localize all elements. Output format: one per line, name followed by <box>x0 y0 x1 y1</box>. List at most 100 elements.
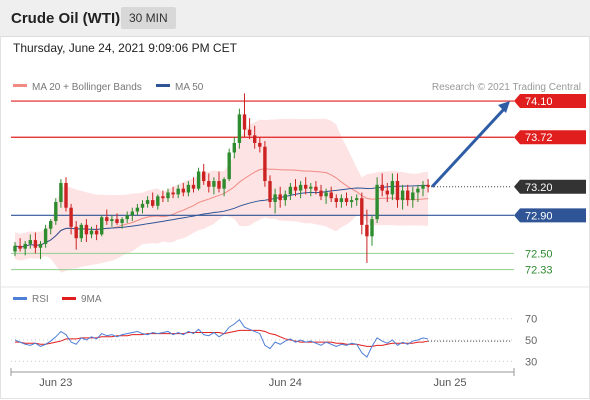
candle-body <box>145 200 150 204</box>
candle-body <box>283 194 287 201</box>
legend-label-0: MA 20 + Bollinger Bands <box>32 82 142 93</box>
level-tag-73.20 <box>514 179 586 194</box>
candle-body <box>365 224 369 237</box>
candle-body <box>380 184 384 191</box>
level-label-72.50: 72.50 <box>525 248 553 260</box>
candle-body <box>339 198 344 202</box>
candle-body <box>242 114 247 130</box>
x-tick-Jun-25: Jun 25 <box>433 377 466 389</box>
level-label-73.20: 73.20 <box>525 182 553 194</box>
candle-body <box>411 192 415 201</box>
candle-body <box>69 207 73 227</box>
level-label-72.90: 72.90 <box>525 210 553 222</box>
rsi-ma-line <box>15 329 429 347</box>
level-label-74.10: 74.10 <box>525 96 553 108</box>
candle-body <box>309 186 313 189</box>
candle-body <box>38 243 43 248</box>
candle-body <box>390 181 395 195</box>
candle-body <box>360 198 364 225</box>
candle-body <box>74 226 78 239</box>
candle-body <box>273 194 277 202</box>
candle-body <box>258 142 262 147</box>
candle-body <box>43 228 48 244</box>
candle-body <box>171 192 175 195</box>
level-label-73.72: 73.72 <box>525 132 553 144</box>
rsi-tick-30: 30 <box>525 356 537 368</box>
rsi-line <box>14 318 429 358</box>
candle-body <box>304 184 308 189</box>
rsi-legend-swatch <box>62 297 76 300</box>
candle-body <box>110 219 114 222</box>
candle-body <box>334 198 338 202</box>
candle-body <box>100 217 104 235</box>
projection-arrowhead <box>498 101 510 114</box>
candle-body <box>151 200 155 206</box>
candle-body <box>222 179 226 189</box>
candle-body <box>33 240 38 248</box>
candle-body <box>400 190 405 201</box>
chart-header: Crude Oil (WTI) 30 MIN <box>0 0 590 37</box>
candle-body <box>94 230 99 235</box>
ma50-line <box>14 184 429 248</box>
credit-text: Research © 2021 Trading Central <box>432 82 581 93</box>
candle-body <box>385 190 389 195</box>
candle-body <box>125 215 129 220</box>
candle-body <box>79 224 83 239</box>
candle-body <box>329 192 333 199</box>
rsi-legend-swatch <box>13 297 27 300</box>
legend-swatch <box>13 84 27 87</box>
rsi-legend-label-1: 9MA <box>81 294 102 305</box>
candle-body <box>191 184 196 189</box>
candle-body <box>278 194 282 201</box>
x-tick-Jun-23: Jun 23 <box>39 377 72 389</box>
candle-body <box>202 171 206 182</box>
candle-body <box>355 198 359 201</box>
candle-body <box>268 181 272 202</box>
level-tag-74.10 <box>514 94 586 109</box>
candle-body <box>161 196 165 199</box>
candle-body <box>54 202 58 222</box>
timeframe-badge[interactable]: 30 MIN <box>121 7 176 29</box>
candle-body <box>28 240 32 244</box>
candle-body <box>324 192 328 197</box>
candle-body <box>140 203 145 208</box>
candle-body <box>181 188 185 193</box>
candle-body <box>176 188 180 195</box>
candle-body <box>64 182 68 208</box>
legend-label-1: MA 50 <box>175 82 204 93</box>
candle-body <box>59 182 63 202</box>
candle-body <box>293 186 298 191</box>
rsi-tick-50: 50 <box>525 335 537 347</box>
level-tag-73.72 <box>514 130 586 145</box>
candle-body <box>135 207 140 212</box>
candle-body <box>416 188 420 193</box>
candle-body <box>247 129 252 136</box>
candle-body <box>186 184 191 193</box>
candle-body <box>288 186 293 195</box>
candle-body <box>196 171 201 189</box>
candle-body <box>156 196 160 206</box>
candle-body <box>406 190 410 201</box>
candle-body <box>344 198 349 202</box>
candle-body <box>314 186 318 191</box>
candle-body <box>49 221 53 229</box>
candle-body <box>89 230 94 235</box>
x-tick-Jun-24: Jun 24 <box>269 377 302 389</box>
projection-arrow <box>430 108 506 188</box>
candle-body <box>298 184 303 191</box>
level-tag-72.90 <box>514 208 586 223</box>
candle-body <box>253 135 257 143</box>
rsi-tick-70: 70 <box>525 314 537 326</box>
candle-body <box>375 184 379 220</box>
bollinger-band <box>15 118 429 273</box>
candle-body <box>212 181 216 187</box>
candle-body <box>166 192 170 199</box>
level-label-72.33: 72.33 <box>525 265 553 277</box>
candle-body <box>207 181 211 187</box>
candle-body <box>395 181 400 201</box>
candle-body <box>349 200 354 202</box>
candle-body <box>227 152 231 180</box>
candle-body <box>18 245 22 249</box>
candle-body <box>263 146 267 182</box>
